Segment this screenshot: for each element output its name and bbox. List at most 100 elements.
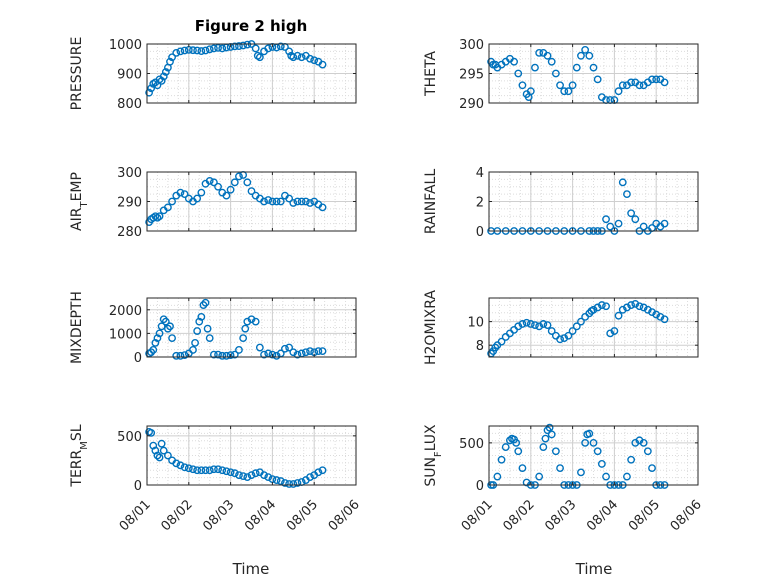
data-point — [627, 209, 636, 218]
data-point — [260, 350, 268, 359]
data-point — [153, 334, 162, 343]
data-point — [526, 87, 535, 96]
data-point — [289, 53, 298, 62]
data-point — [618, 178, 627, 187]
data-point — [639, 438, 648, 447]
data-point — [564, 87, 573, 96]
y-tick-label: 500 — [117, 430, 142, 445]
data-point — [535, 48, 544, 57]
data-point — [631, 215, 640, 224]
data-point — [285, 343, 294, 352]
data-point — [306, 199, 314, 207]
data-point — [293, 479, 302, 487]
data-point — [239, 41, 248, 50]
data-point — [247, 315, 256, 324]
axes-box — [146, 425, 357, 486]
data-point — [281, 344, 289, 353]
data-point — [541, 434, 550, 443]
data-point — [285, 480, 294, 488]
data-point — [301, 348, 310, 357]
data-point — [518, 81, 527, 90]
y-tick-label: 0 — [134, 351, 142, 366]
data-point — [180, 351, 189, 360]
data-point — [510, 57, 518, 66]
data-point — [163, 203, 172, 212]
data-point — [577, 468, 585, 477]
data-point — [180, 463, 189, 472]
data-point — [535, 472, 544, 481]
y-axis-label: SUNFLUX — [423, 424, 444, 487]
data-point — [276, 197, 285, 206]
x-axis-label-right: Time — [575, 560, 613, 578]
data-point — [306, 347, 314, 355]
data-point — [157, 76, 166, 85]
data-point — [618, 81, 627, 90]
data-point — [147, 428, 156, 437]
y-tick-label: 300 — [459, 38, 484, 53]
data-point — [230, 469, 239, 478]
data-point — [235, 42, 243, 50]
y-axis-label: RAINFALL — [423, 169, 439, 234]
data-point — [643, 305, 652, 314]
x-tick-label: 08/03 — [542, 497, 579, 534]
y-tick-label: 290 — [117, 196, 142, 211]
data-point — [585, 429, 594, 438]
data-point — [512, 438, 521, 447]
data-point — [176, 188, 185, 197]
y-tick-label: 500 — [459, 437, 484, 452]
data-point — [514, 69, 523, 78]
y-axis-label: AIRTEMP — [69, 172, 90, 231]
data-point — [209, 44, 218, 53]
y-tick-label: 300 — [117, 166, 142, 181]
data-point — [189, 465, 197, 474]
data-point — [226, 185, 235, 194]
data-point — [614, 219, 623, 228]
x-tick-label: 08/01 — [459, 497, 496, 534]
data-point — [289, 480, 298, 488]
data-point — [514, 322, 523, 331]
data-point — [226, 468, 235, 477]
data-point — [209, 465, 218, 474]
data-point — [505, 436, 514, 445]
subplot-terr-msl: 0 500 08/01 08/02 08/03 08/04 08/05 08/06 TERRMS… — [69, 424, 363, 534]
data-point — [648, 308, 656, 317]
data-point — [226, 351, 235, 360]
data-point — [660, 219, 669, 228]
data-point — [593, 303, 602, 312]
data-point — [531, 321, 539, 330]
subplot-h2omixra: 8 10 H2OMIXRA — [423, 290, 699, 365]
data-point — [627, 455, 636, 464]
data-point — [310, 56, 319, 65]
data-point — [623, 303, 631, 312]
data-point — [235, 346, 243, 354]
data-point — [272, 351, 281, 360]
data-point — [564, 331, 573, 340]
x-tick-label: 08/04 — [242, 497, 279, 534]
data-point — [556, 81, 564, 90]
data-point — [264, 473, 273, 482]
x-tick-label: 08/05 — [626, 497, 663, 534]
data-point — [247, 187, 256, 196]
figure-title: Figure 2 high — [195, 17, 308, 35]
x-tick-label: 08/03 — [200, 497, 237, 534]
data-point — [543, 51, 552, 60]
data-point — [251, 44, 260, 53]
data-point — [260, 197, 268, 206]
data-point — [597, 301, 606, 309]
y-tick-label: 8 — [476, 339, 484, 354]
x-tick-label: 08/04 — [584, 497, 621, 534]
data-point — [551, 69, 560, 78]
subplot-mixdepth: 0 1000 2000 MIXDEPTH — [69, 291, 357, 366]
data-point — [627, 78, 636, 87]
data-point — [593, 447, 602, 456]
data-point — [218, 466, 227, 475]
data-point — [239, 334, 248, 343]
data-point — [543, 321, 552, 330]
data-point — [318, 203, 327, 212]
data-point — [556, 335, 564, 344]
data-point — [180, 190, 189, 199]
y-axis-label: THETA — [423, 51, 439, 97]
data-point — [635, 81, 644, 90]
data-point — [201, 46, 210, 55]
y-tick-label: 1000 — [109, 327, 142, 342]
